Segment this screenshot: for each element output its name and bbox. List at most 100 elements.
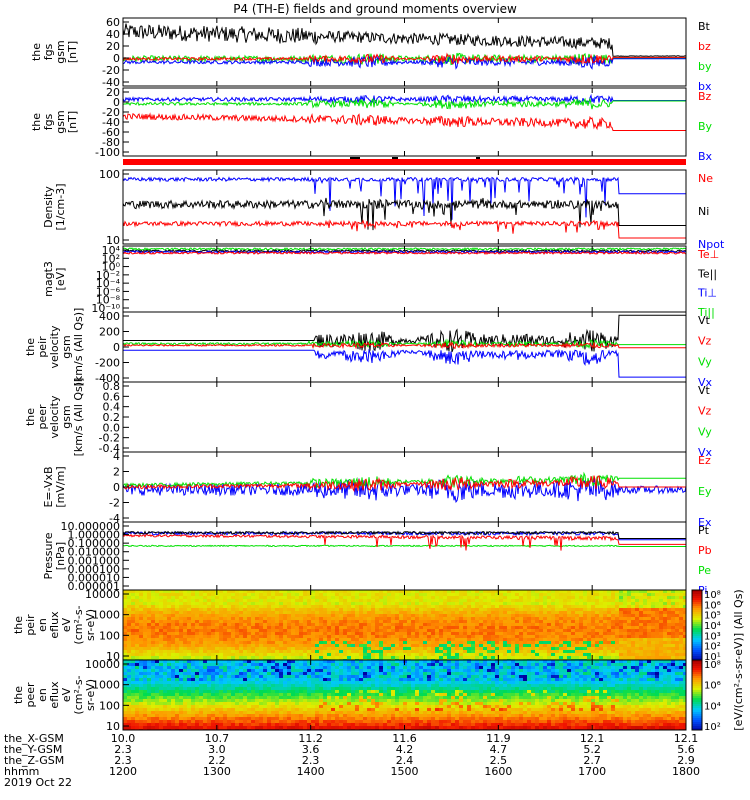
panel-frame-peer_velocity: [122, 381, 687, 453]
ylabel-fgs_gsm_bz: the fgs gsm [nT]: [30, 110, 79, 133]
xtick-y_gsm: 4.7: [490, 743, 508, 756]
ylabel-line: sr-eV): [84, 679, 97, 711]
legend-temp-Te⊥: Te⊥: [697, 248, 719, 261]
ylabel-peer_spec: the peer en eflux eV (cm²-s-sr-eV): [12, 675, 97, 714]
legend-temp-Ti||: Ti||: [697, 306, 715, 319]
ytick-pressure: 10.000000: [61, 520, 121, 533]
xtick-y_gsm: 3.6: [302, 743, 320, 756]
series-Ey: [123, 471, 686, 490]
ytick-temp: 10⁻¹⁰: [91, 302, 120, 315]
ylabel-line: [km/s (All Qs)]: [72, 378, 85, 457]
ytick-temp: 10⁴: [102, 244, 121, 257]
ytick-peir_velocity: 400: [99, 310, 120, 323]
ytick-fgs_gsm: -40: [102, 76, 120, 89]
xtick-z_gsm: 2.2: [208, 754, 226, 767]
ytick-fgs_gsm_bz: 20: [106, 86, 120, 99]
ytick-peer_velocity: 0.2: [103, 411, 121, 424]
ytick-pressure: 1.000000: [68, 529, 121, 542]
ytick-fgs_gsm_bz: -20: [102, 106, 120, 119]
ylabel-line: (cm²-s-: [72, 675, 85, 714]
ytick-peir_spec: 10: [106, 650, 120, 663]
ylabel-line: (cm²-s-: [72, 605, 85, 644]
series-Vt: [123, 314, 686, 353]
ytick-peer_spec: 10000: [85, 658, 120, 671]
colorbar-tick: 10²: [704, 642, 721, 653]
ylabel-line: en: [36, 618, 49, 632]
legend-efield-Ey: Ey: [698, 485, 712, 498]
footer-row-label: hhmm: [4, 765, 39, 778]
xtick-z_gsm: 2.3: [114, 754, 132, 767]
legend-density-Ne: Ne: [698, 172, 713, 185]
xtick-y_gsm: 2.3: [114, 743, 132, 756]
ylabel-line: [eV]: [54, 268, 67, 291]
panel-frame-temp: [122, 245, 687, 313]
colorbar-peir_spec: [691, 589, 703, 661]
legend-pressure-Pe: Pe: [698, 564, 711, 577]
series-Vx: [123, 348, 686, 378]
ytick-pressure: 0.010000: [68, 546, 121, 559]
ytick-fgs_gsm_bz: -80: [102, 136, 120, 149]
colorbar-label: [eV/(cm²-s-sr-eV)] (All Qs): [732, 589, 745, 730]
ytick-density: 100: [99, 168, 120, 181]
footer-row-label: 2019 Oct 22: [4, 776, 72, 789]
xtick-y_gsm: 3.0: [208, 743, 226, 756]
series-Pe: [123, 544, 686, 548]
ytick-fgs_gsm: 0: [113, 52, 120, 65]
footer-row-label: the_Z-GSM: [4, 754, 64, 767]
xtick-z_gsm: 2.5: [490, 754, 508, 767]
xtick-z_gsm: 2.3: [302, 754, 320, 767]
xtick-x_gsm: 11.9: [486, 732, 511, 745]
ytick-peer_velocity: 0.4: [103, 401, 121, 414]
legend-pressure-Pi: Pi: [698, 584, 707, 597]
legend-peer_velocity-Vz: Vz: [698, 405, 712, 418]
legend-fgs_gsm_bz-Bx: Bx: [698, 150, 713, 163]
ytick-peir_velocity: 0: [113, 341, 120, 354]
ylabel-line: peer: [24, 682, 37, 708]
ylabel-line: E=-VxB: [42, 466, 55, 507]
ytick-peer_spec: 100: [99, 699, 120, 712]
ytick-efield: -4: [109, 512, 120, 525]
series-bz: [123, 52, 686, 65]
xtick-x_gsm: 11.6: [392, 732, 417, 745]
ytick-pressure: 0.001000: [68, 554, 121, 567]
ytick-efield: 0: [113, 481, 120, 494]
ytick-temp: 10⁻⁴: [96, 277, 121, 290]
series-Pt: [123, 530, 686, 539]
ylabel-line: gsm: [60, 405, 73, 428]
legend-density-Npot: Npot: [698, 238, 725, 251]
series-Bx: [123, 93, 686, 105]
legend-fgs_gsm-bx: bx: [698, 80, 712, 93]
series-Bt: [123, 23, 686, 57]
series-Ni: [123, 197, 686, 231]
ytick-peer_spec: 10: [106, 720, 120, 733]
ytick-peer_velocity: -0.4: [99, 442, 120, 455]
ylabel-line: [nT]: [66, 41, 79, 63]
ytick-temp: 10²: [102, 252, 120, 265]
ylabel-line: Density: [42, 186, 55, 228]
series-Vz: [123, 340, 686, 350]
xtick-x_gsm: 10.0: [111, 732, 136, 745]
ytick-pressure: 0.100000: [68, 537, 121, 550]
legend-peer_velocity-Vy: Vy: [698, 425, 712, 438]
colorbar-tick: 10⁵: [704, 611, 721, 622]
colorbar-tick: 10⁴: [704, 621, 721, 632]
ylabel-line: eV: [60, 687, 73, 702]
ylabel-line: gsm: [60, 335, 73, 358]
legend-peir_velocity-Vx: Vx: [698, 376, 713, 389]
ytick-peer_velocity: 0.8: [103, 380, 121, 393]
colorbar-tick: 10²: [704, 722, 721, 733]
xtick-hhmm: 1600: [484, 765, 512, 778]
series-Ti-perp: [123, 249, 686, 254]
legend-temp-Te||: Te||: [697, 267, 717, 280]
ylabel-line: fgs: [42, 43, 55, 60]
series-bx: [123, 54, 686, 70]
ylabel-line: en: [36, 688, 49, 702]
legend-fgs_gsm_bz-Bz: Bz: [698, 90, 712, 103]
panel-frame-peir_velocity: [122, 311, 687, 383]
footer-row-label: the_X-GSM: [4, 732, 64, 745]
ylabel-line: Pressure: [42, 532, 55, 579]
xtick-x_gsm: 12.1: [674, 732, 699, 745]
series-Pb: [123, 533, 686, 551]
colorbar-tick: 10¹: [704, 652, 721, 663]
xtick-y_gsm: 5.2: [583, 743, 601, 756]
